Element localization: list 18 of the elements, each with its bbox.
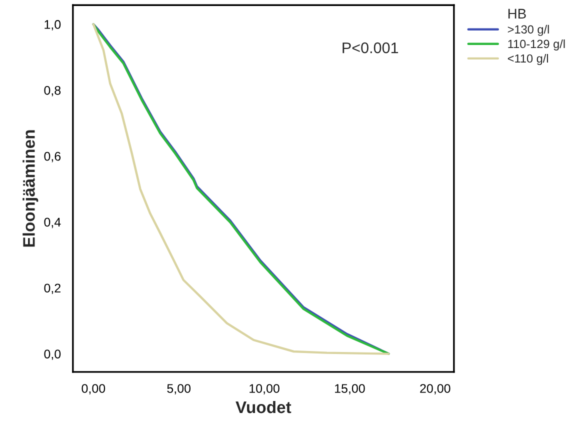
- x-tick-label: 5,00: [167, 384, 191, 394]
- x-tick-label: 10,00: [250, 384, 280, 394]
- y-tick-label: 0,2: [44, 284, 60, 294]
- legend-label: <110 g/l: [508, 54, 548, 66]
- x-tick-label: 0,00: [82, 384, 106, 394]
- x-axis-title: Vuodet: [236, 400, 292, 414]
- y-axis-title: Eloonjääminen: [22, 130, 38, 247]
- annotation: P<0.001: [342, 42, 398, 54]
- y-tick-label: 1,0: [44, 20, 61, 30]
- y-tick-label: 0,0: [44, 350, 61, 360]
- y-tick-label: 0,4: [44, 218, 61, 228]
- x-tick-label: 20,00: [420, 384, 450, 394]
- legend-label: >130 g/l: [508, 24, 549, 36]
- legend-label: 110-129 g/l: [508, 39, 565, 50]
- y-tick-label: 0,6: [44, 152, 61, 162]
- x-tick-label: 15,00: [335, 384, 365, 394]
- legend-title: HB: [508, 8, 526, 18]
- y-tick-label: 0,8: [44, 86, 61, 96]
